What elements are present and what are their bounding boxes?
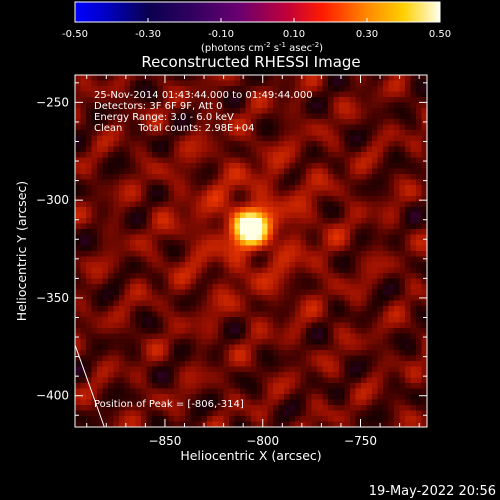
time-range-label: 25-Nov-2014 01:43:44.000 to 01:49:44.000 [94, 90, 313, 101]
y-tick-label: −250 [36, 95, 69, 109]
y-tick-label: −400 [36, 389, 69, 403]
y-axis-title: Heliocentric Y (arcsec) [14, 181, 29, 321]
x-tick-label: −750 [344, 434, 377, 448]
energy-range-label: Energy Range: 3.0 - 6.0 keV [94, 112, 234, 123]
plot-frame [74, 74, 428, 428]
x-tick-label: −800 [246, 434, 279, 448]
heatmap-image [75, 75, 427, 427]
colorbar-tick-label: -0.50 [62, 29, 88, 40]
y-tick-label: −300 [36, 193, 69, 207]
y-tick-label: −350 [36, 291, 69, 305]
x-tick-label: −850 [148, 434, 181, 448]
chart-title: Reconstructed RHESSI Image [141, 53, 360, 71]
colorbar-tick-label: -0.10 [208, 29, 234, 40]
x-axis-title: Heliocentric X (arcsec) [180, 448, 321, 463]
colorbar-tick-label: 0.30 [356, 29, 378, 40]
colorbar-tick-label: 0.50 [429, 29, 451, 40]
axis-ticks: −850 −800 −750 −400 −350 −300 −250 [36, 75, 427, 448]
timestamp-label: 19-May-2022 20:56 [369, 484, 496, 499]
peak-position-label: Position of Peak = [-806,-314] [94, 399, 244, 410]
clean-counts-label: Clean Total counts: 2.98E+04 [94, 123, 254, 134]
limb-line [75, 344, 105, 427]
colorbar-unit-label: (photons cm-2 s-1 asec-2) [201, 41, 323, 54]
colorbar-tick-label: -0.30 [135, 29, 161, 40]
colorbar-tick-label: 0.10 [283, 29, 305, 40]
colorbar-ticks: -0.50 -0.30 -0.10 0.10 0.30 0.50 [62, 18, 451, 40]
colorbar [74, 1, 441, 23]
detectors-label: Detectors: 3F 6F 9F, Att 0 [94, 101, 222, 112]
